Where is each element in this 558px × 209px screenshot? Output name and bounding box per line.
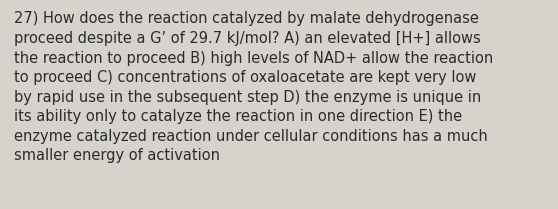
Text: 27) How does the reaction catalyzed by malate dehydrogenase
proceed despite a G’: 27) How does the reaction catalyzed by m… [14, 11, 493, 163]
